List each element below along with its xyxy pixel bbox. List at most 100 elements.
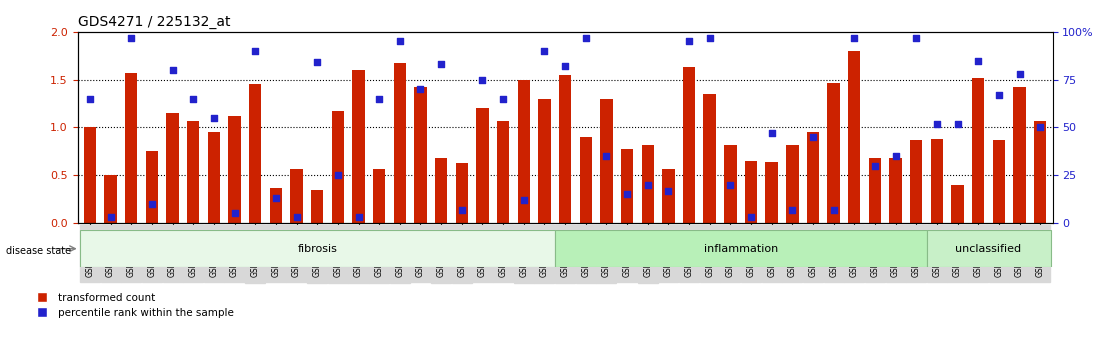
Bar xyxy=(931,139,943,223)
Bar xyxy=(972,78,984,223)
Point xyxy=(288,215,306,220)
Point xyxy=(721,182,739,188)
Bar xyxy=(745,161,757,223)
Bar xyxy=(331,111,345,223)
Legend: transformed count, percentile rank within the sample: transformed count, percentile rank withi… xyxy=(28,289,237,322)
Bar xyxy=(704,94,716,223)
Bar xyxy=(517,80,530,223)
Bar xyxy=(269,188,283,223)
Bar xyxy=(166,113,178,223)
Bar xyxy=(890,158,902,223)
Bar xyxy=(249,85,261,223)
Point xyxy=(246,48,264,54)
Bar xyxy=(620,149,634,223)
Bar xyxy=(579,137,592,223)
Point xyxy=(1032,125,1049,130)
Bar xyxy=(926,230,1050,267)
Bar xyxy=(1034,121,1046,223)
Point xyxy=(184,96,202,102)
Point xyxy=(329,172,347,178)
Point xyxy=(308,59,326,65)
Text: inflammation: inflammation xyxy=(704,244,778,254)
Bar xyxy=(125,73,137,223)
Bar xyxy=(725,145,737,223)
Point xyxy=(411,86,429,92)
Bar xyxy=(496,121,510,223)
Point xyxy=(494,96,512,102)
Bar xyxy=(993,140,1005,223)
Point xyxy=(370,96,388,102)
Bar xyxy=(476,108,489,223)
Point xyxy=(845,35,863,40)
Point xyxy=(783,207,801,212)
Bar xyxy=(1014,87,1026,223)
Bar xyxy=(228,116,240,223)
Point xyxy=(432,62,450,67)
Bar xyxy=(601,99,613,223)
Bar xyxy=(538,99,551,223)
Bar xyxy=(352,70,365,223)
Bar xyxy=(910,140,923,223)
Point xyxy=(102,215,120,220)
Point xyxy=(473,77,491,82)
Point xyxy=(886,153,904,159)
Bar xyxy=(373,170,386,223)
Point xyxy=(804,134,822,140)
Point xyxy=(226,211,244,216)
Point xyxy=(81,96,99,102)
Point xyxy=(1010,71,1028,77)
Point xyxy=(762,130,780,136)
Bar xyxy=(311,190,324,223)
Point xyxy=(907,35,925,40)
Bar xyxy=(869,158,881,223)
Bar xyxy=(642,145,654,223)
Point xyxy=(453,207,471,212)
Text: GDS4271 / 225132_at: GDS4271 / 225132_at xyxy=(78,16,230,29)
Bar xyxy=(786,145,799,223)
Bar xyxy=(807,132,819,223)
Point xyxy=(391,39,409,44)
Bar xyxy=(207,132,220,223)
Point xyxy=(701,35,719,40)
Text: unclassified: unclassified xyxy=(955,244,1022,254)
Point xyxy=(824,207,842,212)
Point xyxy=(267,195,285,201)
Point xyxy=(535,48,553,54)
Bar xyxy=(848,51,861,223)
Point xyxy=(991,92,1008,98)
Text: fibrosis: fibrosis xyxy=(297,244,337,254)
Bar xyxy=(828,82,840,223)
Text: disease state: disease state xyxy=(6,246,71,256)
Bar xyxy=(455,163,468,223)
Bar xyxy=(290,170,302,223)
Bar xyxy=(683,67,695,223)
Point xyxy=(577,35,595,40)
Point xyxy=(970,58,987,63)
Point xyxy=(948,121,966,126)
Bar xyxy=(952,185,964,223)
Point xyxy=(659,188,677,193)
Point xyxy=(742,215,760,220)
Bar xyxy=(146,152,158,223)
Bar xyxy=(393,63,406,223)
Point xyxy=(639,182,657,188)
Bar xyxy=(187,121,199,223)
Point xyxy=(866,163,884,169)
Bar xyxy=(558,75,572,223)
Point xyxy=(122,35,140,40)
Point xyxy=(618,192,636,197)
Point xyxy=(680,39,698,44)
Bar xyxy=(414,87,427,223)
Bar xyxy=(104,175,116,223)
Bar xyxy=(80,230,555,267)
Bar xyxy=(663,169,675,223)
Bar xyxy=(84,127,96,223)
Point xyxy=(929,121,946,126)
Bar xyxy=(555,230,926,267)
Point xyxy=(556,63,574,69)
Point xyxy=(597,153,615,159)
Point xyxy=(515,197,533,203)
Point xyxy=(143,201,161,207)
Point xyxy=(350,215,368,220)
Point xyxy=(164,67,182,73)
